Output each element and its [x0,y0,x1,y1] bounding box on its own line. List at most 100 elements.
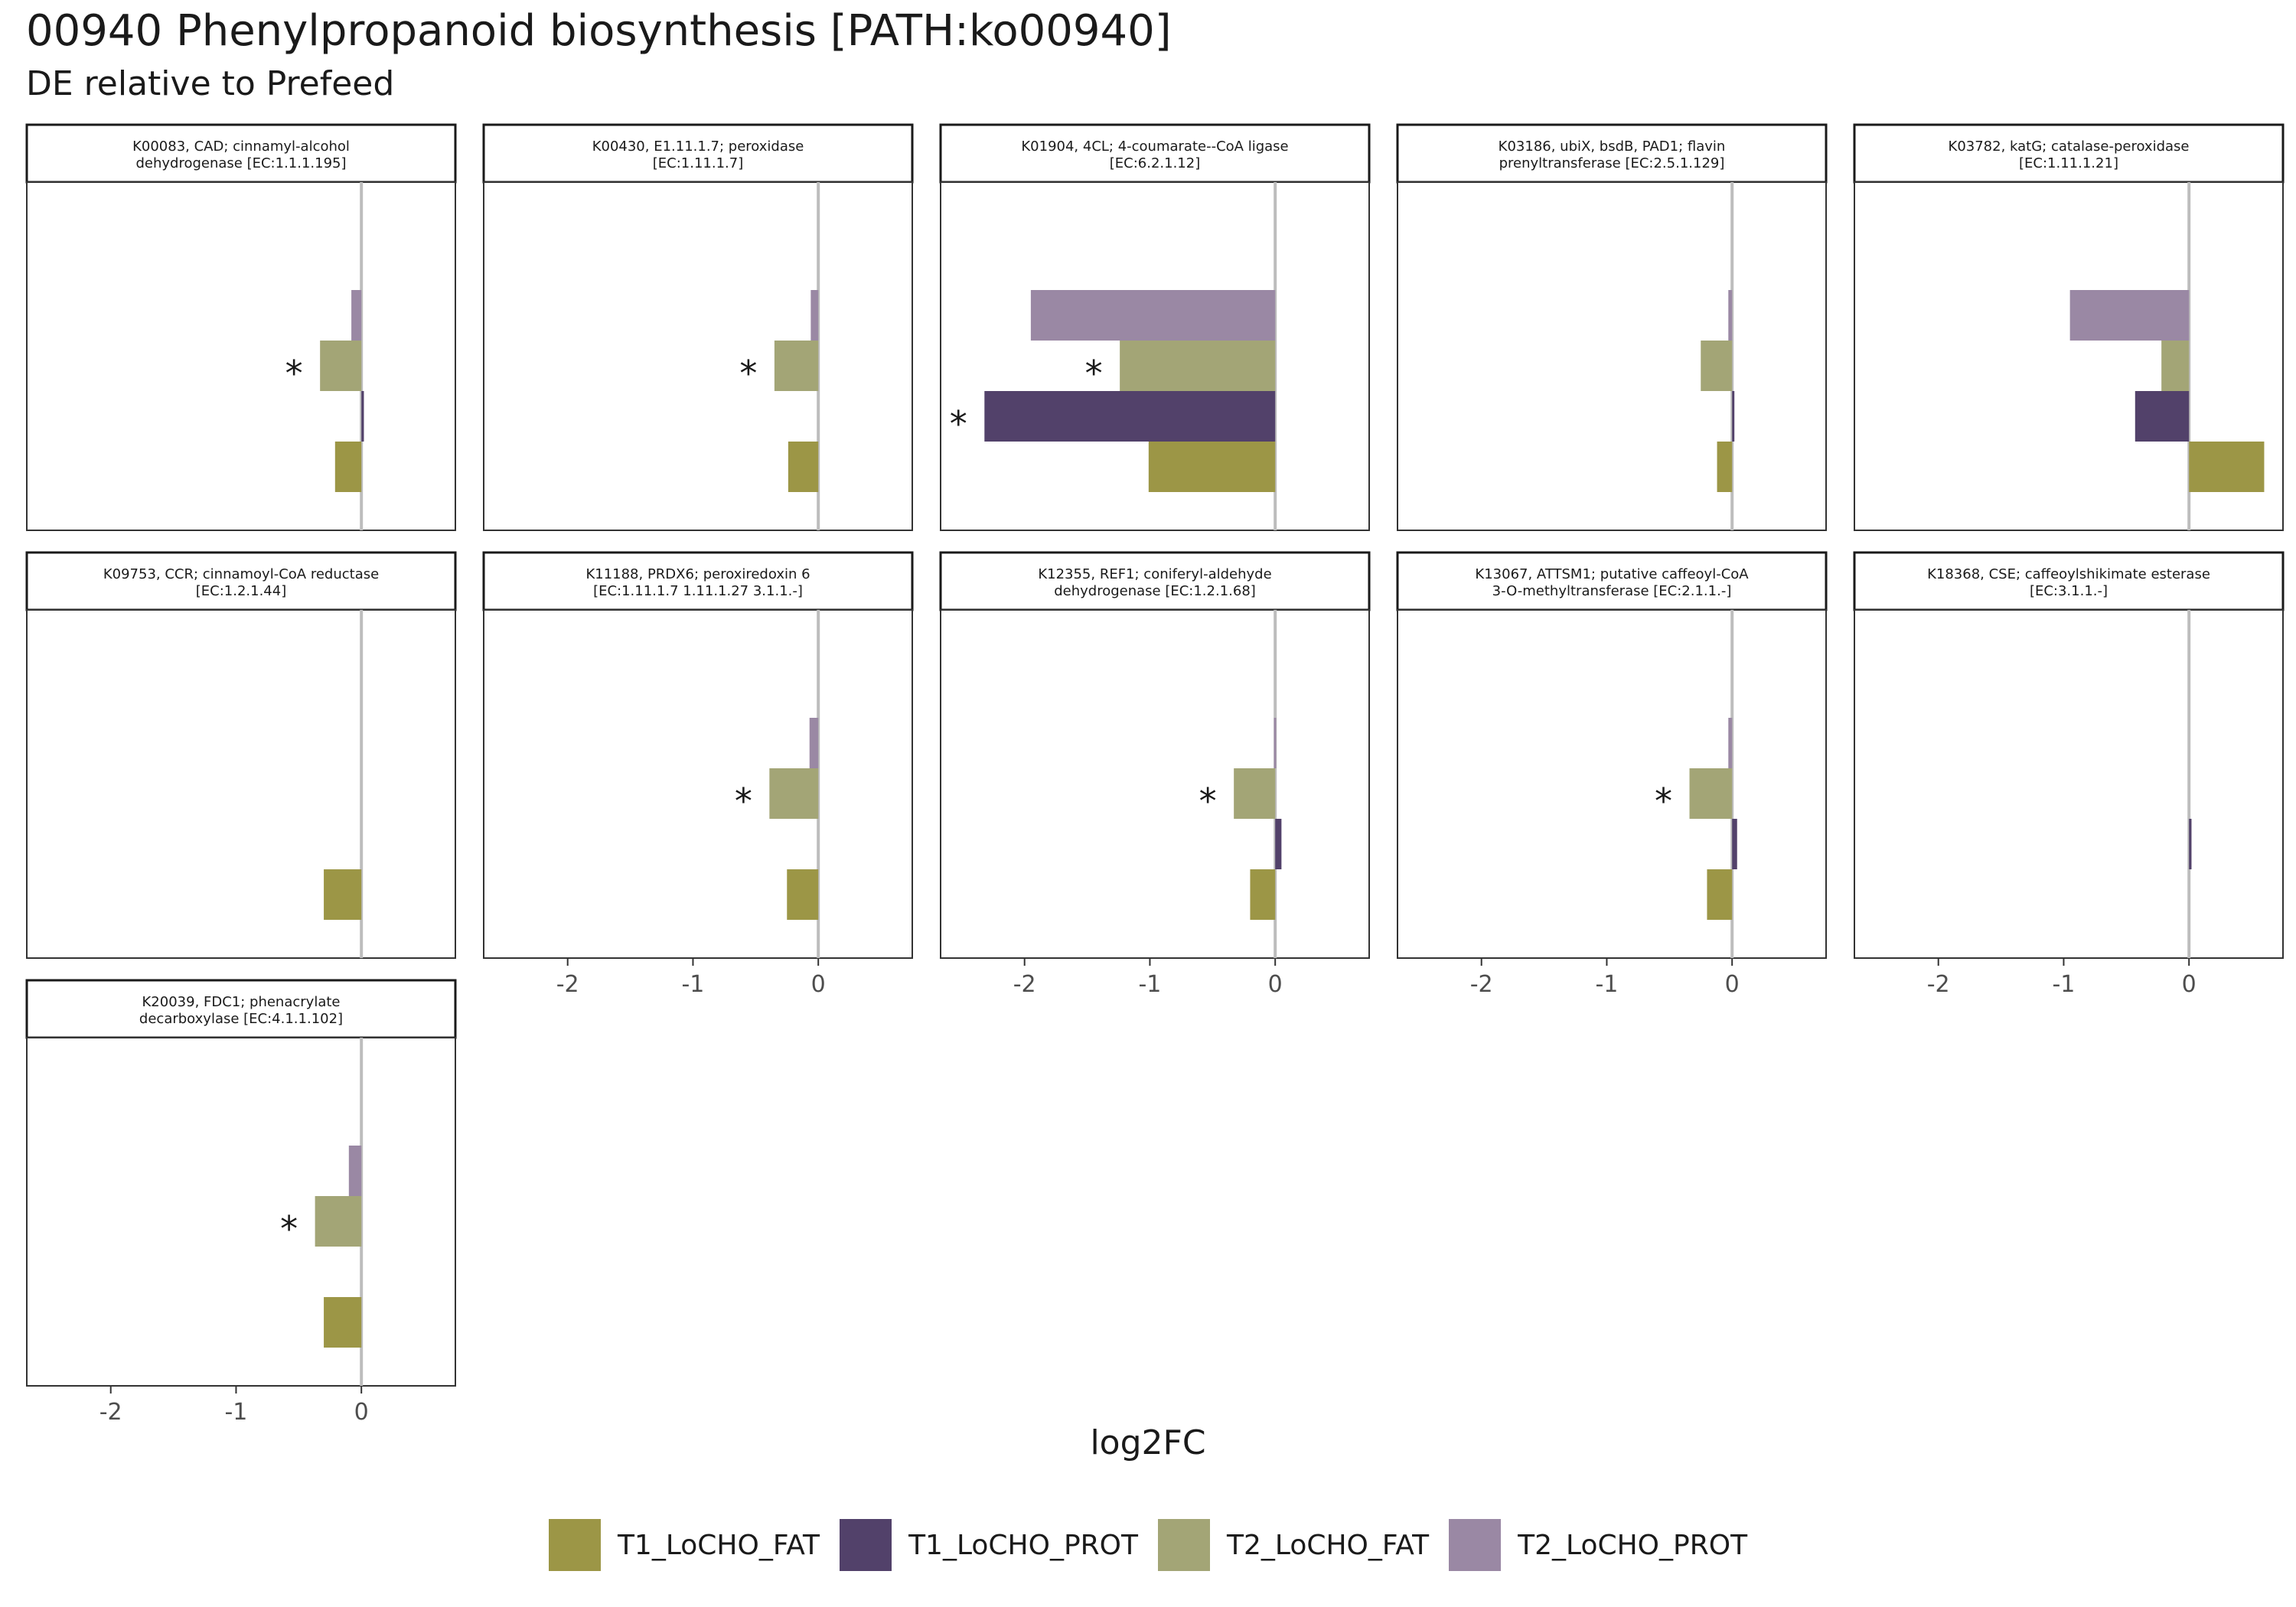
legend: T1_LoCHO_FAT T1_LoCHO_PROT T2_LoCHO_FAT T2_… [0,1519,2296,1571]
facet-label-line: decarboxylase [EC:4.1.1.102] [139,1011,343,1027]
legend-swatch [1158,1519,1210,1571]
bar [1234,768,1276,819]
facet-label-line: K03782, katG; catalase-peroxidase [1949,139,2190,155]
bar [2189,442,2265,492]
facet-panel: K12355, REF1; coniferyl-aldehydedehydrog… [939,551,1371,998]
bar [809,718,819,768]
facet-strip [939,123,1371,184]
facet-label-line: [EC:1.11.1.7 1.11.1.27 3.1.1.-] [593,583,803,599]
bar [361,391,364,442]
bar [810,290,819,341]
plot-panel [26,181,456,531]
legend-swatch [1449,1519,1502,1571]
facet-label-line: K01904, 4CL; 4-coumarate--CoA ligase [1021,139,1288,155]
significance-asterisk: * [950,403,967,445]
x-tick-label: -2 [1470,971,1493,998]
facet-panel: K13067, ATTSM1; putative caffeoyl-CoA3-O… [1396,551,1828,998]
facet-strip [1853,123,2285,184]
facet-panel: K00083, CAD; cinnamyl-alcoholdehydrogena… [25,123,457,531]
plot-panel [483,181,913,531]
facet-label-line: [EC:1.11.1.21] [2019,155,2118,171]
facet-panel: K11188, PRDX6; peroxiredoxin 6[EC:1.11.1… [482,551,914,998]
facet-panel: K00430, E1.11.1.7; peroxidase[EC:1.11.1.… [482,123,914,531]
facet-label-line: 3-O-methyltransferase [EC:2.1.1.-] [1492,583,1732,599]
facet-panel: K18368, CSE; caffeoylshikimate esterase[… [1853,551,2285,998]
significance-asterisk: * [735,781,752,822]
bar [787,869,819,920]
facet-label-line: K18368, CSE; caffeoylshikimate esterase [1927,566,2210,582]
bar [1148,442,1276,492]
x-tick-label: -2 [99,1399,122,1426]
bar [2189,819,2192,869]
x-tick-label: 0 [1725,971,1740,998]
plot-panel [26,609,456,959]
facet-label-line: [EC:6.2.1.12] [1110,155,1200,171]
bar [2161,341,2190,391]
facet-panel: K03782, katG; catalase-peroxidase[EC:1.1… [1853,123,2285,531]
x-tick-label: -1 [224,1399,247,1426]
facet-strip [482,551,914,611]
x-axis-label: log2FC [1090,1423,1206,1462]
x-tick-label: 0 [1268,971,1283,998]
x-tick-label: -2 [1927,971,1950,998]
x-tick-label: 0 [354,1399,369,1426]
bar [1275,819,1282,869]
bar [1728,718,1733,768]
bar [320,341,362,391]
significance-asterisk: * [1085,353,1103,394]
bar [315,1196,362,1247]
facet-panel: K01904, 4CL; 4-coumarate--CoA ligase[EC:… [939,123,1371,531]
significance-asterisk: * [280,1208,298,1250]
bar [1250,869,1276,920]
bar [1728,290,1733,341]
facet-label-line: prenyltransferase [EC:2.5.1.129] [1499,155,1725,171]
facet-panel: K03186, ubiX, bsdB, PAD1; flavinprenyltr… [1396,123,1828,531]
legend-label: T1_LoCHO_PROT [908,1529,1138,1561]
bar [1689,768,1733,819]
facet-strip [25,551,457,611]
facet-label-line: K11188, PRDX6; peroxiredoxin 6 [585,566,810,582]
facet-label-line: K00083, CAD; cinnamyl-alcohol [132,139,350,155]
x-tick-label: 0 [2182,971,2197,998]
facet-panel: K09753, CCR; cinnamoyl-CoA reductase[EC:… [25,551,457,959]
legend-label: T2_LoCHO_FAT [1227,1529,1430,1561]
bar [788,442,819,492]
legend-swatch [840,1519,892,1571]
plot-panel [26,1037,456,1387]
bar [1274,718,1277,768]
chart-title: 00940 Phenylpropanoid biosynthesis [PATH… [26,6,1172,56]
significance-asterisk: * [285,353,303,394]
facet-strip [1396,551,1828,611]
bar [351,290,362,341]
significance-asterisk: * [739,353,757,394]
significance-asterisk: * [1199,781,1217,822]
bar [1707,869,1733,920]
bar [774,341,819,391]
plot-panel [1397,181,1827,531]
legend-label: T2_LoCHO_PROT [1518,1529,1748,1561]
bar [1717,442,1733,492]
bar [769,768,819,819]
bar [2135,391,2190,442]
bar [348,1146,362,1196]
facet-strip [482,123,914,184]
x-tick-label: -2 [556,971,579,998]
bar [1732,391,1735,442]
legend-label: T1_LoCHO_FAT [617,1529,820,1561]
plot-panel [940,609,1370,959]
plot-panel [1397,609,1827,959]
x-tick-label: -1 [1138,971,1161,998]
x-tick-label: 0 [811,971,826,998]
facet-label-line: K13067, ATTSM1; putative caffeoyl-CoA [1475,566,1749,582]
facet-strip [939,551,1371,611]
facet-panel: K20039, FDC1; phenacrylatedecarboxylase … [25,979,457,1426]
bar [984,391,1276,442]
faceted-bar-chart: K00083, CAD; cinnamyl-alcoholdehydrogena… [25,123,2285,1426]
bar [324,869,362,920]
legend-swatch [548,1519,601,1571]
x-tick-label: -2 [1013,971,1036,998]
plot-panel [483,609,913,959]
legend-item: T1_LoCHO_PROT [840,1519,1138,1571]
bar [324,1297,362,1348]
significance-asterisk: * [1655,781,1672,822]
